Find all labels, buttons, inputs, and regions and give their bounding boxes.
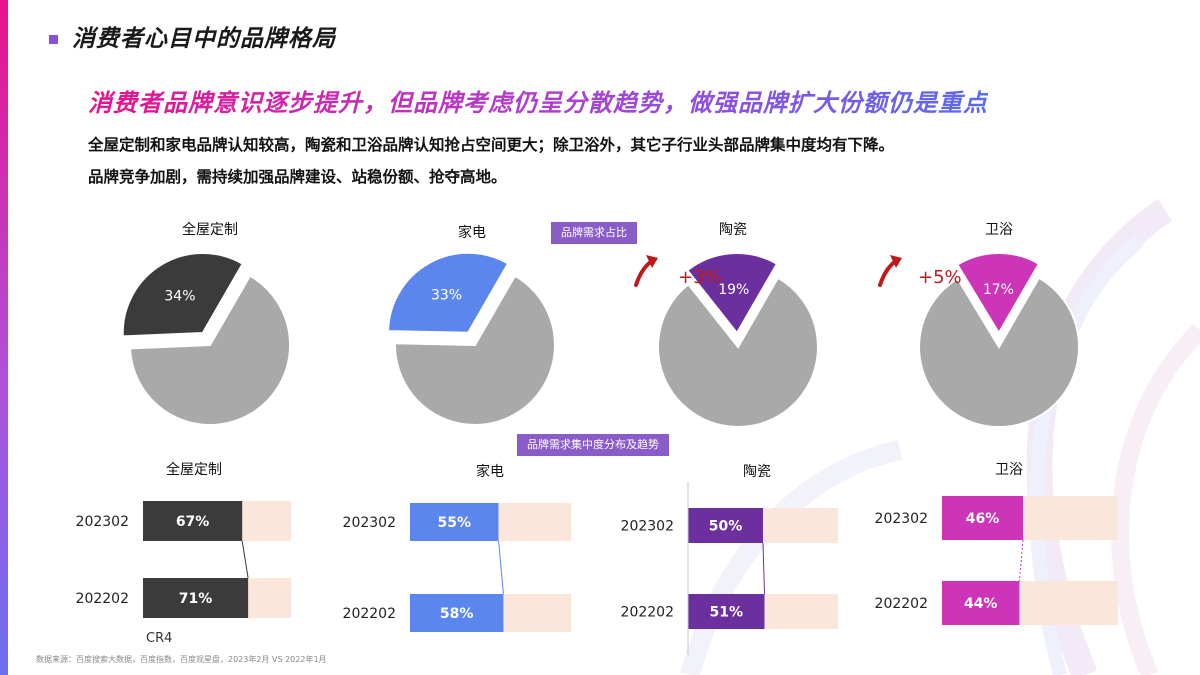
bar-trend-connector (241, 540, 249, 579)
pie-title: 陶瓷 (719, 222, 747, 238)
bar-value-label: 67% (176, 514, 210, 530)
pie-slice-rest (918, 276, 1081, 429)
trend-up-arrowhead-icon (890, 255, 902, 268)
bar (688, 594, 765, 629)
trend-up-arrow-icon (634, 259, 654, 287)
trend-up-arrow-icon (878, 259, 898, 287)
pie-slice-highlight (121, 252, 245, 338)
bar-category-label: 202302 (343, 515, 396, 531)
left-accent-bar (0, 0, 8, 675)
pie-title: 卫浴 (985, 222, 1013, 238)
bar (410, 594, 504, 632)
pie-slice-label: 19% (718, 282, 749, 298)
bar-category-label: 202302 (76, 514, 129, 530)
pie-slice-highlight (956, 251, 1041, 335)
bar (942, 496, 1023, 540)
pie-change-label: +3% (678, 267, 722, 288)
body-text-line-2: 品牌竞争加剧，需持续加强品牌建设、站稳份额、抢夺高地。 (88, 168, 507, 186)
pie-chart-3: 陶瓷 19%+3% (634, 222, 819, 428)
bar (942, 581, 1020, 625)
bar-chart-4: 卫浴 46% 202302 44% 202202 (875, 462, 1118, 625)
pie-slice-label: 17% (983, 282, 1014, 298)
pie-slice-rest (129, 274, 291, 426)
bar-chart-1: 全屋定制 67% 202302 71% 202202 (76, 461, 291, 618)
bar-chart-title: 卫浴 (995, 462, 1023, 478)
bar-trend-connector (1018, 539, 1024, 582)
bar-category-label: 202202 (875, 596, 928, 612)
bar-category-label: 202202 (343, 606, 396, 622)
pie-section-tag: 品牌需求占比 (551, 222, 637, 244)
bar-value-label: 50% (709, 519, 743, 535)
trend-up-arrowhead-icon (646, 255, 658, 268)
bar-value-label: 44% (964, 596, 998, 612)
bar-value-label: 71% (179, 591, 213, 607)
pie-change-label: +5% (918, 267, 962, 288)
bar (688, 508, 763, 543)
pie-slice-rest (657, 276, 819, 428)
bar-category-label: 202302 (621, 519, 674, 535)
body-text-line-1: 全屋定制和家电品牌认知较高，陶瓷和卫浴品牌认知抢占空间更大；除卫浴外，其它子行业… (88, 136, 895, 154)
bar-category-label: 202202 (621, 605, 674, 621)
bar-value-label: 58% (440, 606, 474, 622)
footer-source-note: 数据来源：百度搜索大数据，百度指数，百度观星盘，2023年2月 VS 2022年… (36, 655, 327, 664)
bar-category-label: 202302 (875, 511, 928, 527)
cr4-label: CR4 (146, 631, 173, 646)
bar-section-tag: 品牌需求集中度分布及趋势 (517, 434, 669, 456)
pie-chart-1: 全屋定制 34% (121, 221, 291, 426)
pie-chart-2: 家电 33% (387, 224, 556, 426)
bar-trend-connector (762, 542, 765, 595)
bar-trend-connector (498, 540, 504, 595)
pie-slice-highlight (685, 252, 779, 335)
bar-chart-2: 家电 55% 202302 58% 202202 (343, 463, 571, 632)
bar-chart-title: 家电 (476, 463, 504, 480)
title-bullet-icon (49, 35, 58, 44)
pie-slice-label: 33% (431, 287, 462, 303)
bar (143, 501, 243, 541)
bar (410, 503, 499, 541)
pie-slice-highlight (387, 251, 510, 334)
bar-value-label: 51% (709, 605, 743, 621)
bar-value-label: 46% (966, 511, 1000, 527)
pie-title: 全屋定制 (182, 221, 238, 238)
pie-chart-4: 卫浴 17% +5% (878, 222, 1081, 429)
subheadline: 消费者品牌意识逐步提升，但品牌考虑仍呈分散趋势，做强品牌扩大份额仍是重点 (88, 83, 988, 118)
page-title: 消费者心目中的品牌格局 (72, 26, 336, 52)
pie-slice-rest (393, 274, 556, 426)
pie-title: 家电 (458, 224, 486, 241)
bar-chart-title: 陶瓷 (743, 464, 771, 480)
bar-chart-title: 全屋定制 (166, 461, 222, 478)
bar (143, 578, 249, 618)
bar-category-label: 202202 (76, 591, 129, 607)
bar-chart-3: 陶瓷 50% 202302 51% 202202 (621, 464, 838, 629)
bar-value-label: 55% (438, 515, 472, 531)
pie-slice-label: 34% (164, 288, 195, 304)
